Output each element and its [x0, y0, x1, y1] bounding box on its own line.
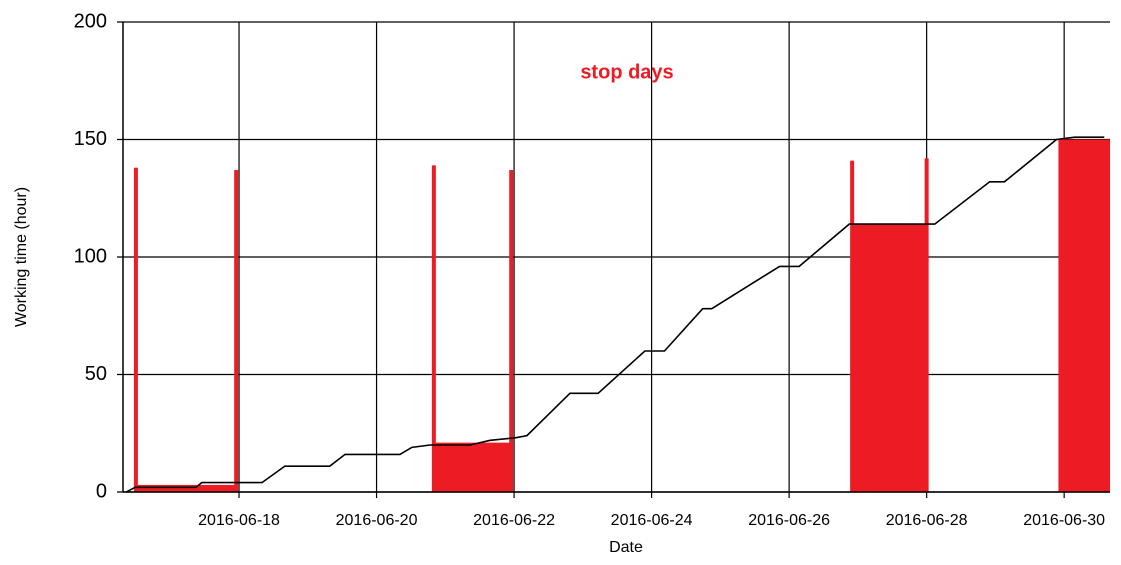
x-tick-label: 2016-06-28 [886, 512, 968, 529]
x-tick-label: 2016-06-18 [198, 512, 280, 529]
x-tick-label: 2016-06-30 [1023, 512, 1105, 529]
x-tick-label: 2016-06-22 [473, 512, 555, 529]
working-time-line [125, 136, 1105, 493]
y-axis-label: Working time (hour) [13, 187, 30, 327]
stop-period [852, 224, 927, 492]
stop-period [433, 442, 512, 492]
y-tick-label: 100 [74, 245, 107, 267]
annotation: stop days [580, 61, 673, 83]
stop-spike [234, 170, 239, 493]
x-axis-label: Date [609, 539, 643, 556]
x-tick-label: 2016-06-24 [611, 512, 693, 529]
y-tick-label: 200 [74, 10, 107, 32]
stop-spike [850, 160, 855, 492]
stop-period [1058, 139, 1110, 492]
y-tick-label: 50 [85, 363, 107, 385]
y-tick-label: 0 [96, 480, 107, 502]
x-tick-label: 2016-06-26 [748, 512, 830, 529]
stop-spike [431, 165, 436, 492]
y-tick-label: 150 [74, 128, 107, 150]
x-tick-label: 2016-06-20 [336, 512, 418, 529]
stop-spike [133, 167, 138, 492]
stop-period [135, 484, 237, 492]
stop-spike [924, 158, 929, 493]
stop-spike [509, 170, 514, 493]
